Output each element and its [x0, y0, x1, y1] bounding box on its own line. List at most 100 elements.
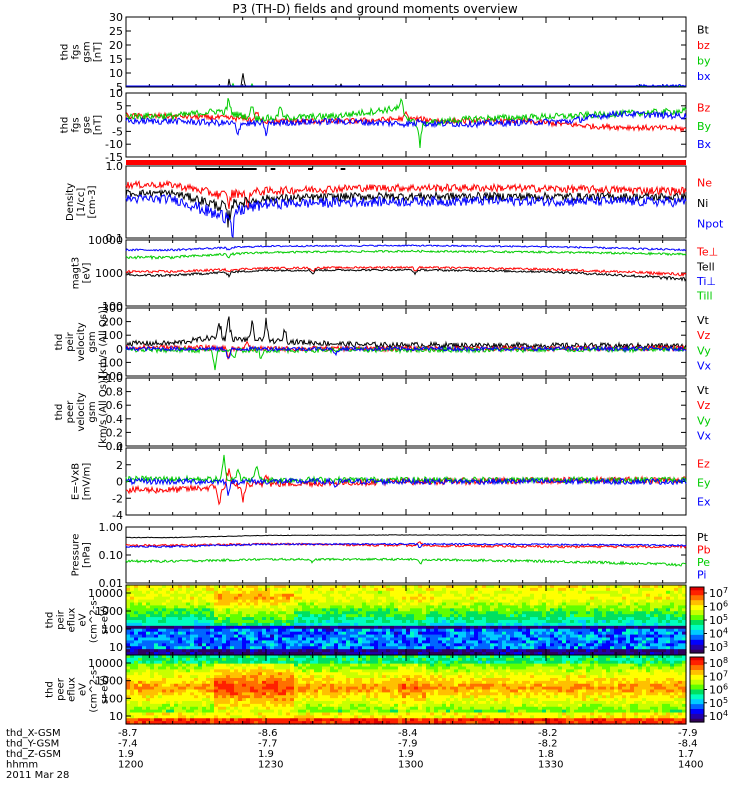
spectrogram-cell	[342, 596, 347, 601]
spectrogram-cell	[274, 698, 279, 702]
spectrogram-cell	[170, 680, 175, 685]
spectrogram-cell	[586, 634, 591, 639]
spectrogram-cell	[174, 718, 179, 722]
spectrogram-cell	[486, 637, 491, 642]
spectrogram-cell	[266, 680, 271, 685]
spectrogram-cell	[342, 605, 347, 609]
spectrogram-cell	[562, 634, 567, 639]
spectrogram-cell	[218, 628, 223, 633]
spectrogram-cell	[374, 611, 379, 615]
spectrogram-cell	[182, 634, 187, 639]
spectrogram-cell	[518, 620, 523, 624]
spectrogram-cell	[482, 625, 487, 630]
spectrogram-cell	[186, 599, 191, 604]
spectrogram-cell	[330, 622, 335, 627]
spectrogram-cell	[630, 643, 635, 647]
spectrogram-cell	[454, 596, 459, 601]
spectrogram-cell	[350, 605, 355, 609]
spectrogram-cell	[502, 649, 507, 653]
spectrogram-cell	[614, 622, 619, 627]
spectrogram-cell	[422, 652, 427, 656]
spectrogram-cell	[642, 622, 647, 627]
spectrogram-cell	[430, 622, 435, 627]
spectrogram-cell	[354, 605, 359, 609]
spectrogram-cell	[662, 590, 667, 595]
spectrogram-cell	[398, 608, 403, 612]
spectrogram-cell	[254, 678, 259, 682]
spectrogram-cell	[170, 634, 175, 639]
spectrogram-cell	[618, 646, 623, 650]
spectrogram-cell	[134, 669, 139, 673]
spectrogram-cell	[226, 634, 231, 639]
spectrogram-cell	[282, 637, 287, 642]
spectrogram-cell	[266, 611, 271, 615]
spectrogram-cell	[486, 587, 491, 592]
legend-Till: Till	[696, 290, 713, 303]
spectrogram-cell	[670, 652, 675, 656]
spectrogram-cell	[510, 637, 515, 642]
spectrogram-cell	[594, 593, 599, 598]
spectrogram-cell	[610, 585, 615, 589]
spectrogram-cell	[170, 637, 175, 642]
spectrogram-cell	[606, 585, 611, 589]
spectrogram-cell	[210, 602, 215, 607]
spectrogram-cell	[186, 706, 191, 711]
spectrogram-cell	[446, 625, 451, 630]
spectrogram-cell	[198, 689, 203, 693]
spectrogram-cell	[270, 675, 275, 679]
spectrogram-cell	[598, 631, 603, 636]
spectrogram-cell	[462, 643, 467, 647]
spectrogram-cell	[182, 695, 187, 699]
spectrogram-cell	[634, 646, 639, 650]
spectrogram-cell	[150, 602, 155, 607]
spectrogram-cell	[490, 652, 495, 656]
spectrogram-cell	[254, 721, 259, 725]
panel-ylabel: [nT]	[93, 42, 104, 62]
spectrogram-cell	[182, 628, 187, 633]
spectrogram-cell	[250, 652, 255, 656]
spectrogram-cell	[258, 622, 263, 627]
spectrogram-cell	[474, 643, 479, 647]
spectrogram-cell	[326, 628, 331, 633]
spectrogram-cell	[602, 622, 607, 627]
spectrogram-cell	[130, 695, 135, 699]
spectrogram-cell	[482, 637, 487, 642]
spectrogram-cell	[530, 593, 535, 598]
spectrogram-cell	[586, 599, 591, 604]
spectrogram-cell	[166, 686, 171, 691]
spectrogram-cell	[334, 643, 339, 647]
spectrogram-cell	[130, 614, 135, 618]
spectrogram-cell	[570, 652, 575, 656]
spectrogram-cell	[582, 634, 587, 639]
spectrogram-cell	[574, 596, 579, 601]
y-tick-label: 0	[116, 113, 123, 126]
spectrogram-cell	[650, 640, 655, 644]
spectrogram-cell	[502, 611, 507, 615]
spectrogram-cell	[326, 611, 331, 615]
spectrogram-cell	[462, 631, 467, 636]
spectrogram-cell	[270, 703, 275, 708]
spectrogram-cell	[218, 602, 223, 607]
spectrogram-cell	[506, 585, 511, 589]
spectrogram-cell	[218, 590, 223, 595]
spectrogram-cell	[246, 646, 251, 650]
spectrogram-cell	[274, 625, 279, 630]
spectrogram-cell	[610, 599, 615, 604]
spectrogram-cell	[450, 620, 455, 624]
spectrogram-cell	[422, 590, 427, 595]
spectrogram-cell	[562, 585, 567, 589]
spectrogram-cell	[330, 596, 335, 601]
spectrogram-cell	[446, 628, 451, 633]
spectrogram-cell	[362, 634, 367, 639]
spectrogram-cell	[430, 602, 435, 607]
spectrogram-cell	[218, 703, 223, 708]
spectrogram-cell	[258, 706, 263, 711]
spectrogram-cell	[198, 663, 203, 668]
spectrogram-cell	[498, 620, 503, 624]
spectrogram-cell	[190, 608, 195, 612]
spectrogram-cell	[558, 622, 563, 627]
spectrogram-cell	[146, 706, 151, 711]
spectrogram-cell	[406, 640, 411, 644]
spectrogram-cell	[166, 703, 171, 708]
spectrogram-cell	[450, 628, 455, 633]
